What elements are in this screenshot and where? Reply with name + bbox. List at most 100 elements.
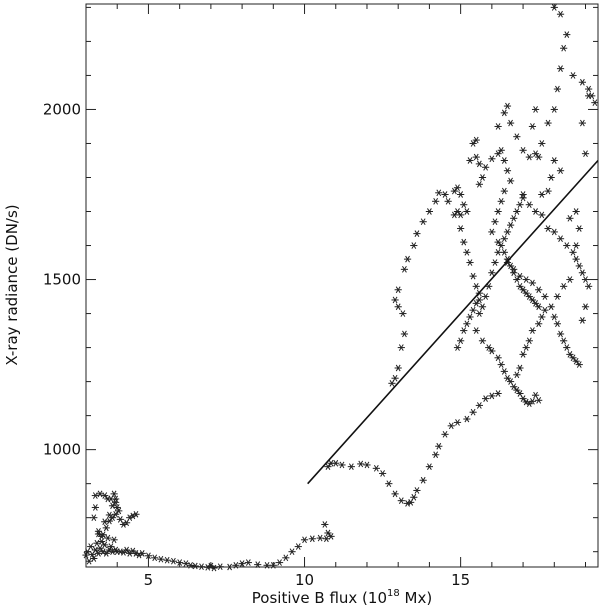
data-point	[513, 133, 521, 141]
data-point	[388, 379, 396, 387]
data-point	[391, 490, 399, 498]
fit-line	[307, 159, 599, 485]
data-point	[453, 344, 462, 351]
data-point	[560, 44, 568, 52]
data-point	[510, 383, 518, 391]
data-point	[475, 180, 483, 188]
data-point	[572, 255, 580, 263]
data-point	[478, 303, 487, 311]
data-point	[544, 225, 552, 232]
data-point	[441, 430, 449, 438]
data-point	[494, 354, 502, 362]
data-point	[163, 556, 171, 564]
data-point	[232, 561, 240, 569]
data-point	[513, 276, 521, 283]
data-point	[372, 465, 380, 472]
data-point	[321, 521, 329, 528]
data-point	[403, 255, 412, 263]
data-point	[478, 337, 487, 345]
data-point	[254, 561, 262, 568]
data-point	[581, 150, 590, 158]
data-point	[469, 408, 477, 416]
data-point	[506, 177, 515, 185]
data-point	[308, 535, 316, 543]
data-point	[432, 451, 440, 459]
data-point	[556, 235, 565, 243]
data-point	[575, 225, 583, 232]
data-point	[102, 550, 110, 557]
data-point	[226, 563, 234, 571]
data-point	[585, 283, 593, 290]
data-point	[300, 536, 309, 544]
data-point	[581, 303, 590, 311]
data-point	[566, 351, 574, 358]
data-point	[324, 529, 332, 537]
data-point	[400, 330, 409, 338]
data-point	[197, 563, 206, 570]
data-point	[500, 157, 508, 164]
data-point	[494, 238, 502, 246]
data-point	[112, 499, 120, 506]
data-point	[394, 303, 402, 311]
data-point	[94, 527, 103, 535]
data-point	[466, 259, 474, 266]
data-point	[122, 546, 131, 554]
data-point	[591, 99, 599, 106]
data-point	[538, 140, 546, 147]
data-point	[105, 511, 114, 519]
data-point	[500, 187, 508, 195]
data-point	[463, 208, 471, 215]
data-point	[453, 208, 462, 215]
data-point	[550, 313, 558, 321]
data-point	[444, 197, 452, 205]
data-point	[528, 327, 537, 334]
data-point	[94, 530, 103, 538]
data-point	[519, 351, 527, 358]
data-point	[578, 78, 586, 86]
x-axis: 5 10 15	[85, 4, 587, 589]
data-point	[457, 225, 465, 232]
data-point	[519, 286, 527, 294]
data-point	[472, 153, 480, 161]
data-point	[453, 184, 462, 192]
data-point	[191, 562, 199, 570]
data-point	[460, 238, 468, 246]
data-point	[466, 313, 474, 321]
data-point	[460, 327, 468, 334]
data-point	[528, 279, 537, 287]
data-point	[500, 109, 508, 117]
data-point	[397, 497, 405, 504]
data-point	[575, 262, 583, 270]
data-point	[294, 543, 302, 550]
data-point	[90, 514, 98, 522]
data-point	[394, 364, 402, 372]
data-point	[503, 374, 512, 382]
data-point	[210, 564, 218, 572]
data-point	[510, 214, 518, 222]
data-point	[447, 422, 455, 430]
data-point	[288, 548, 296, 556]
data-point	[497, 146, 505, 154]
data-point	[482, 163, 490, 171]
data-point	[432, 197, 440, 205]
data-point	[115, 507, 123, 515]
x-tick-label: 15	[451, 571, 470, 589]
data-point	[450, 211, 458, 219]
data-point	[569, 72, 577, 79]
data-point	[516, 283, 524, 290]
data-point	[394, 286, 402, 294]
data-point	[513, 208, 521, 215]
data-point	[572, 357, 580, 365]
data-point	[488, 347, 496, 355]
data-point	[538, 191, 546, 198]
data-point	[176, 559, 184, 566]
data-point	[528, 296, 537, 304]
data-point	[385, 480, 393, 487]
data-point	[457, 191, 465, 198]
data-point	[463, 249, 471, 256]
data-point	[475, 296, 483, 304]
data-point	[391, 296, 399, 304]
data-point	[457, 337, 465, 345]
data-point	[138, 550, 146, 557]
